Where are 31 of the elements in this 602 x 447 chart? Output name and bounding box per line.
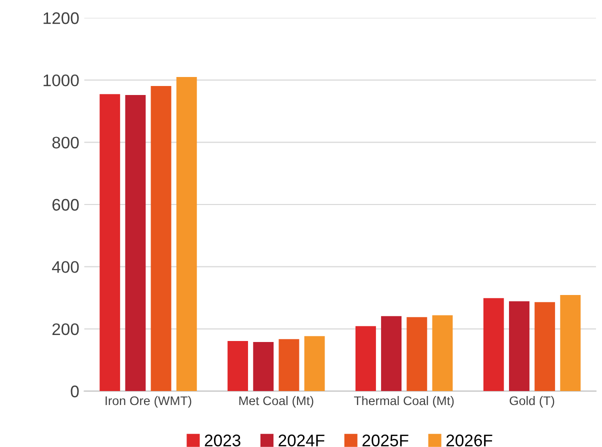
bar [150, 86, 172, 392]
y-tick-label: 400 [52, 261, 79, 273]
bar [125, 95, 146, 392]
y-tick-label: 200 [52, 323, 79, 336]
bar [381, 316, 402, 392]
bar [253, 342, 274, 392]
legend-label: 2024F [278, 434, 324, 446]
y-tick-label: 0 [70, 386, 79, 398]
bar [304, 336, 325, 392]
bar [534, 302, 556, 392]
x-tick-label: Thermal Coal (Mt) [354, 396, 454, 408]
legend-label: 2026F [446, 434, 492, 446]
bar [355, 326, 376, 392]
bar [432, 315, 453, 392]
y-tick-label: 600 [52, 198, 79, 211]
legend-label: 2023 [204, 434, 240, 446]
bar [508, 301, 530, 392]
x-tick-label: Met Coal (Mt) [239, 396, 314, 408]
y-tick-label: 800 [52, 136, 79, 148]
bar [483, 298, 504, 392]
bar [176, 76, 197, 392]
bar [228, 341, 248, 392]
bar [100, 94, 120, 392]
bar [560, 295, 581, 392]
bar [278, 339, 300, 392]
bar [406, 317, 428, 392]
legend-label: 2025F [362, 434, 408, 446]
x-tick-label: Gold (T) [510, 396, 554, 408]
y-tick-label: 1200 [44, 12, 79, 24]
y-tick-label: 1000 [44, 74, 79, 86]
x-tick-label: Iron Ore (WMT) [106, 396, 192, 408]
